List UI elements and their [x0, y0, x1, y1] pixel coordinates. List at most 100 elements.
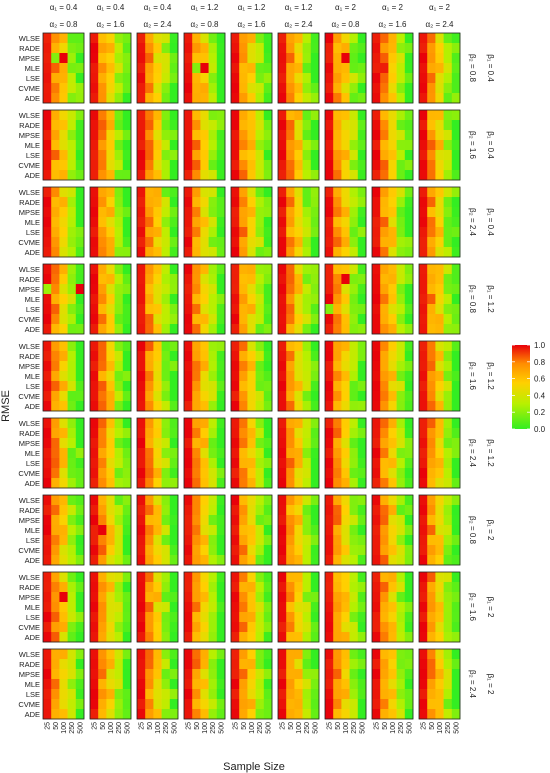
heatmap-cell [169, 130, 179, 141]
heatmap-cell [435, 458, 444, 469]
heatmap-cell [325, 284, 334, 295]
heatmap-cell [51, 535, 60, 546]
heatmap-cell [310, 53, 320, 64]
heatmap-cell [200, 659, 209, 670]
heatmap-cell [278, 391, 287, 402]
heatmap-cell [200, 197, 209, 208]
heatmap-cell [59, 83, 68, 94]
heatmap-cell [192, 247, 201, 258]
heatmap-cell [357, 448, 367, 459]
heatmap-cell [239, 448, 248, 459]
heatmap-cell [451, 83, 461, 94]
heatmap-cell [310, 217, 320, 228]
heatmap-cell [98, 247, 107, 258]
facet-panels [42, 32, 461, 720]
heatmap-cell [75, 505, 85, 516]
heatmap-cell [451, 649, 461, 660]
heatmap-cell [208, 217, 218, 228]
panel-border [183, 494, 226, 566]
heatmap-cell [278, 438, 287, 449]
heatmap-cell [98, 304, 107, 315]
heatmap-cell [278, 217, 287, 228]
heatmap-cell [349, 582, 359, 593]
heatmap-cell [161, 63, 171, 74]
heatmap-cell [208, 33, 218, 44]
heatmap-cell [396, 341, 406, 352]
facet-panel [42, 263, 85, 335]
heatmap-cell [349, 371, 359, 382]
heatmap-cell [372, 351, 381, 362]
heatmap-cell [161, 217, 171, 228]
heatmap-cell [208, 505, 218, 516]
heatmap-cell [404, 438, 414, 449]
heatmap-cell [396, 448, 406, 459]
heatmap-cell [90, 458, 99, 469]
heatmap-cell [200, 324, 209, 335]
heatmap-cell [114, 140, 124, 151]
y-axis-label: RMSE [0, 390, 12, 422]
heatmap-cell [67, 448, 77, 459]
heatmap-cell [247, 582, 256, 593]
row-strip-beta1: β₁ = 1.2 [486, 362, 495, 390]
heatmap-cell [43, 592, 52, 603]
heatmap-cell [200, 622, 209, 633]
heatmap-cell [404, 612, 414, 623]
heatmap-cell [325, 381, 334, 392]
heatmap-cell [184, 525, 193, 536]
heatmap-cell [435, 110, 444, 121]
heatmap-cell [200, 207, 209, 218]
heatmap-cell [427, 140, 436, 151]
heatmap-cell [239, 120, 248, 131]
heatmap-cell [184, 381, 193, 392]
heatmap-cell [255, 237, 265, 248]
heatmap-cell [43, 294, 52, 305]
heatmap-cell [106, 381, 115, 392]
heatmap-cell [419, 110, 428, 121]
heatmap-cell [341, 294, 350, 305]
panel-border [42, 494, 85, 566]
heatmap-cell [443, 468, 453, 479]
heatmap-cell [341, 602, 350, 613]
heatmap-cell [169, 314, 179, 325]
heatmap-cell [216, 130, 226, 141]
heatmap-cell [435, 689, 444, 700]
heatmap-cell [169, 669, 179, 680]
heatmap-cell [443, 612, 453, 623]
row-strip-beta2: β₂ = 1.6 [468, 593, 477, 621]
heatmap-cell [294, 592, 303, 603]
heatmap-cell [43, 371, 52, 382]
heatmap-cell [161, 535, 171, 546]
heatmap-cell [247, 468, 256, 479]
heatmap-cell [169, 197, 179, 208]
heatmap-cell [333, 217, 342, 228]
heatmap-cell [443, 381, 453, 392]
heatmap-cell [75, 478, 85, 489]
panel-border [136, 571, 179, 643]
heatmap-cell [302, 110, 312, 121]
heatmap-cell [184, 73, 193, 84]
heatmap-cell [333, 197, 342, 208]
heatmap-cell [427, 43, 436, 54]
heatmap-cell [169, 515, 179, 526]
heatmap-cell [153, 324, 162, 335]
heatmap-cell [106, 274, 115, 285]
heatmap-cell [255, 197, 265, 208]
heatmap-cell [341, 351, 350, 362]
heatmap-cell [75, 247, 85, 258]
heatmap-cell [388, 83, 397, 94]
panel-border [136, 109, 179, 181]
heatmap-cell [451, 284, 461, 295]
heatmap-cell [380, 478, 389, 489]
heatmap-cell [325, 93, 334, 104]
heatmap-cell [263, 93, 273, 104]
heatmap-cell [388, 227, 397, 238]
heatmap-cell [51, 274, 60, 285]
heatmap-cell [372, 207, 381, 218]
heatmap-cell [192, 63, 201, 74]
heatmap-cell [388, 659, 397, 670]
heatmap-cell [43, 632, 52, 643]
heatmap-cell [404, 555, 414, 566]
heatmap-cell [247, 659, 256, 670]
heatmap-cell [90, 468, 99, 479]
heatmap-cell [67, 612, 77, 623]
